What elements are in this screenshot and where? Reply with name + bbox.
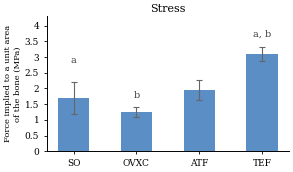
Bar <box>246 54 278 151</box>
Bar <box>184 90 215 151</box>
Bar <box>121 112 152 151</box>
Text: a, b: a, b <box>253 30 271 39</box>
Text: b: b <box>133 91 139 100</box>
Bar <box>58 98 89 151</box>
Title: Stress: Stress <box>150 4 185 14</box>
Y-axis label: Force implied to a unit area
of the bone (MPa): Force implied to a unit area of the bone… <box>4 25 22 142</box>
Text: a: a <box>71 56 76 65</box>
